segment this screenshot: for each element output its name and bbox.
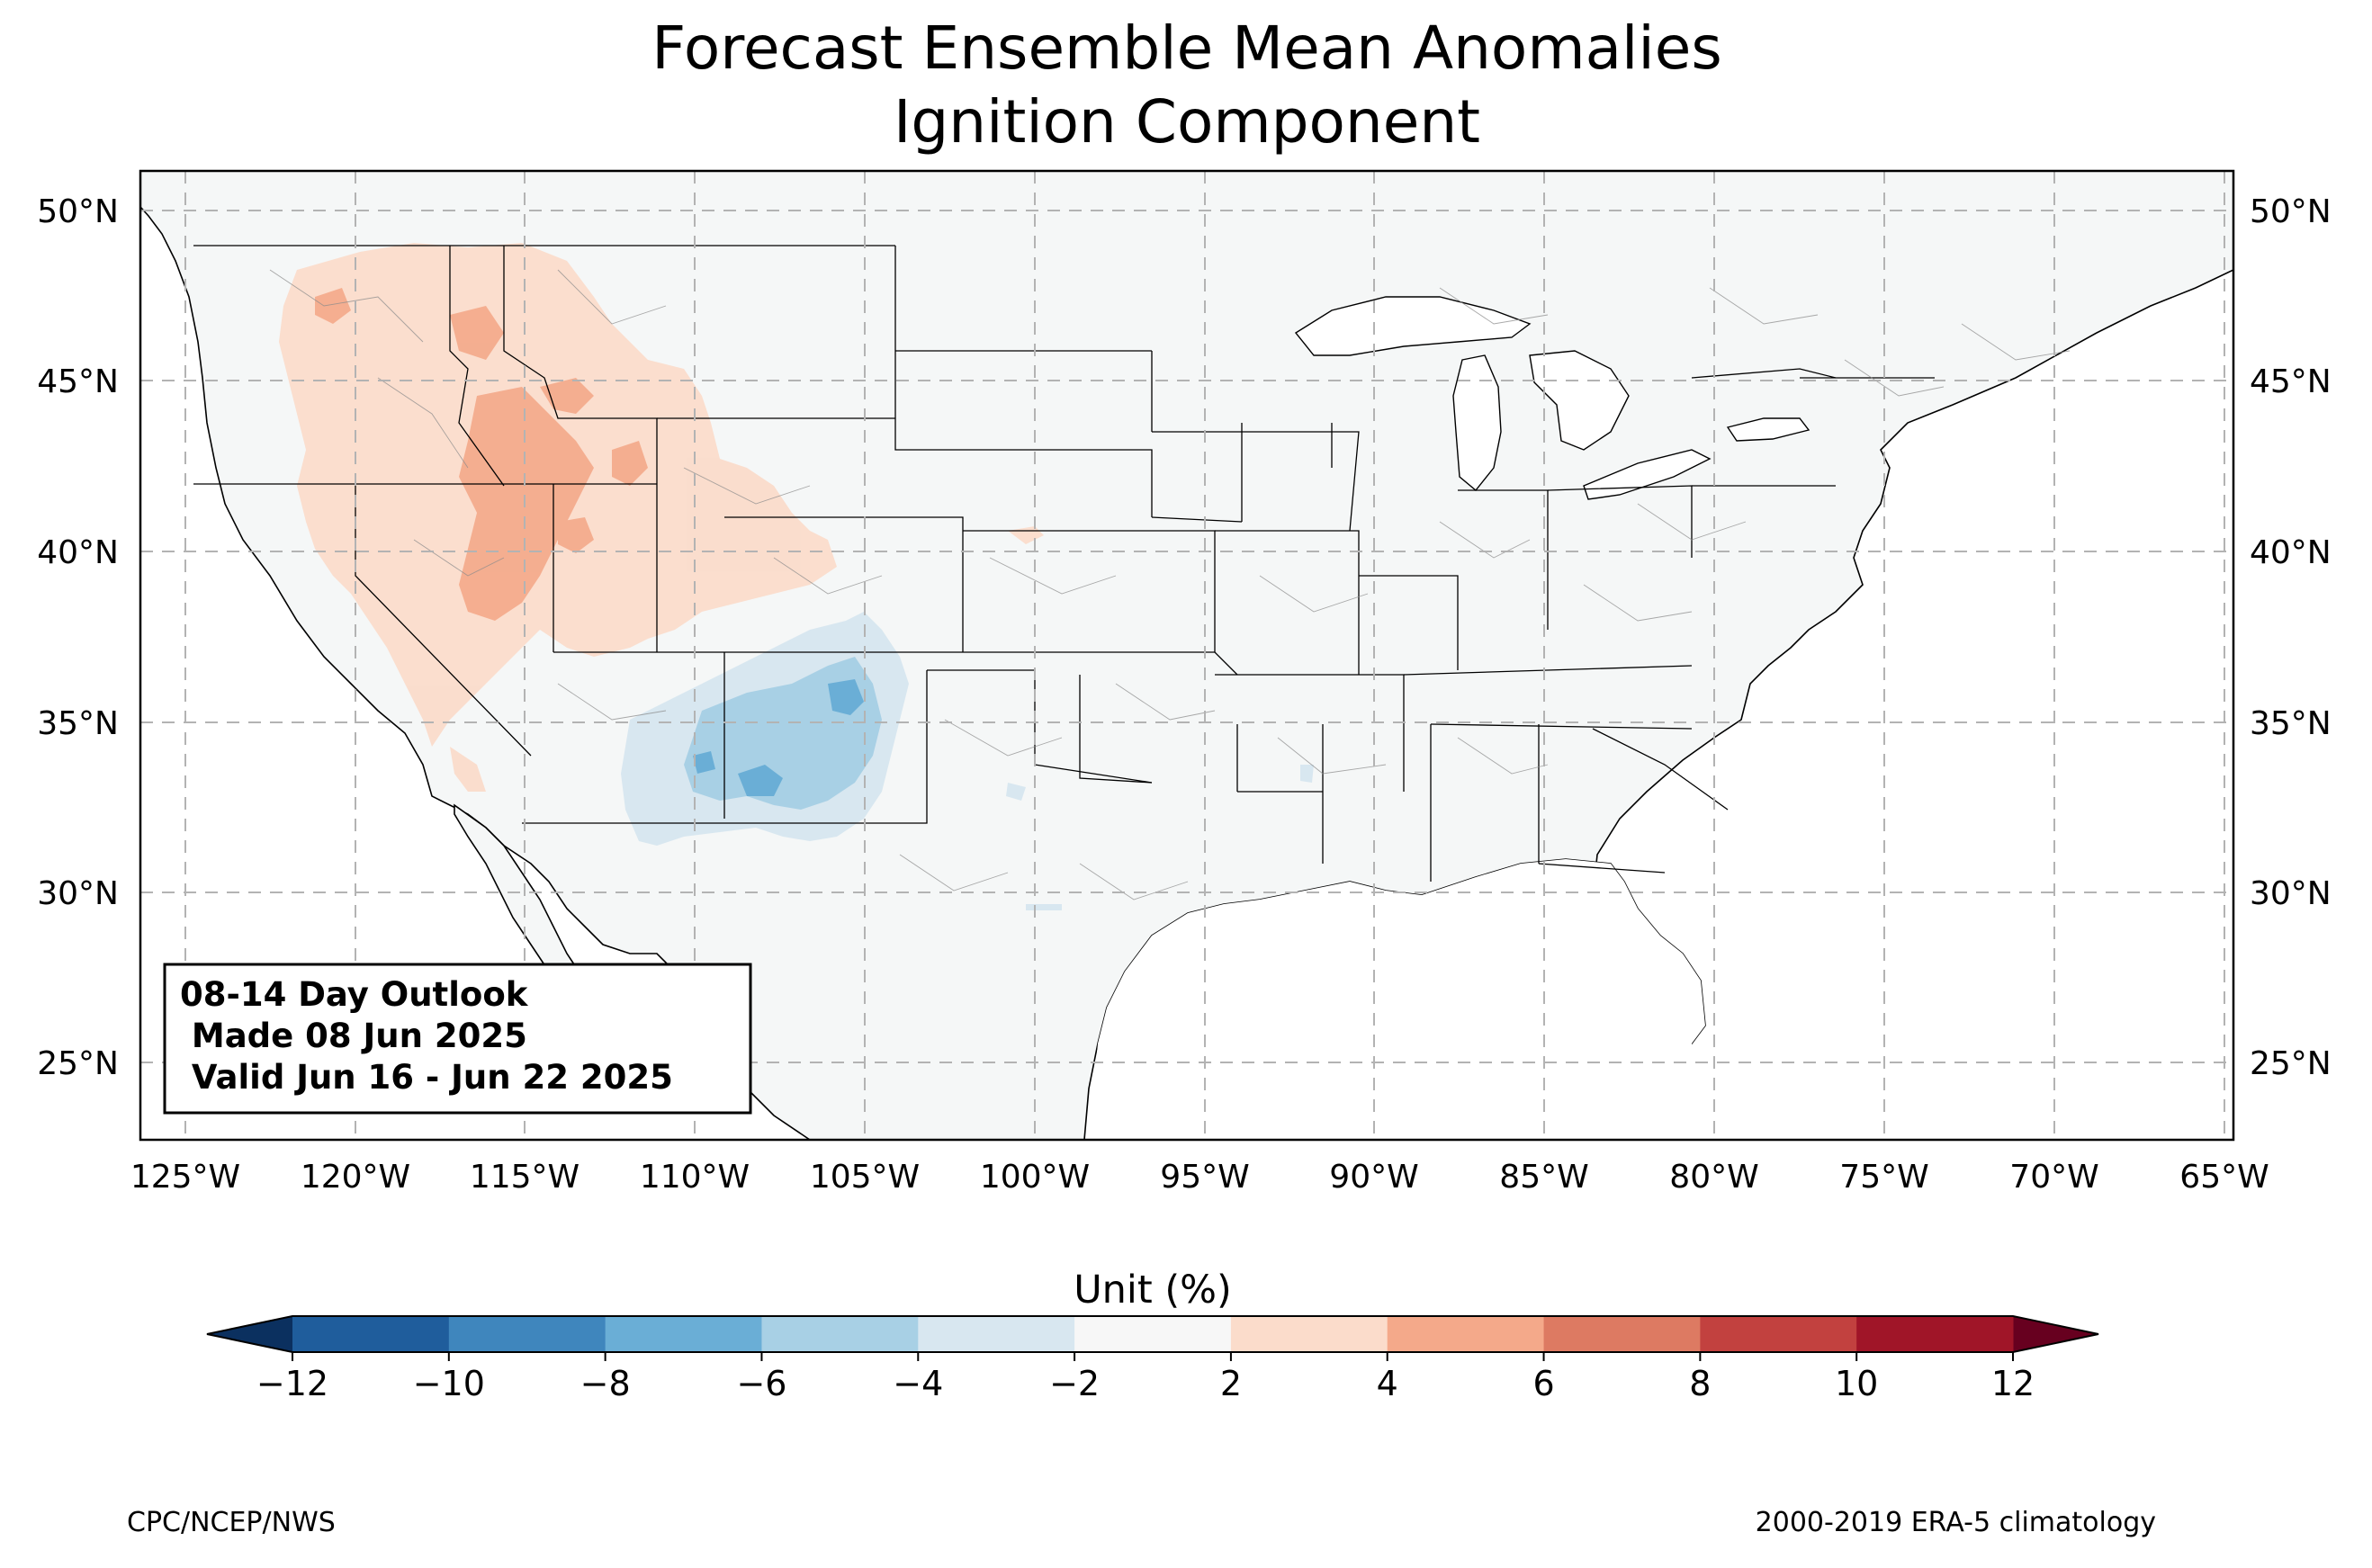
title-line-2: Ignition Component <box>894 87 1480 157</box>
colorbar-tick-label: −4 <box>893 1364 943 1403</box>
lon-label-115w: 115°W <box>470 1159 580 1196</box>
lat-label-30-left: 30°N <box>37 875 119 912</box>
colorbar-bin <box>448 1316 606 1352</box>
lat-label-45-right: 45°N <box>2250 363 2332 400</box>
lon-label-105w: 105°W <box>810 1159 920 1196</box>
lat-label-50-left: 50°N <box>37 193 119 230</box>
colorbar-tick-label: 6 <box>1532 1364 1554 1403</box>
lon-labels: 125°W 120°W 115°W 110°W 105°W 100°W 95°W… <box>130 1159 2269 1196</box>
colorbar-label: Unit (%) <box>1074 1268 1232 1313</box>
lat-label-30-right: 30°N <box>2250 875 2332 912</box>
lake-huron <box>1529 350 1630 451</box>
colorbar-tick-label: 2 <box>1220 1364 1242 1403</box>
gulf-of-mexico <box>1089 859 1710 1140</box>
state-borders <box>193 245 1935 882</box>
lon-label-70w: 70°W <box>2009 1159 2098 1196</box>
lake-michigan <box>1452 354 1502 491</box>
footer-source: CPC/NCEP/NWS <box>127 1507 336 1538</box>
colorbar-bin <box>1543 1316 1701 1352</box>
lat-label-35-left: 35°N <box>37 705 119 742</box>
colorbar-bin <box>761 1316 919 1352</box>
colorbar-tick-label: 4 <box>1377 1364 1398 1403</box>
outlook-info-box: 08-14 Day Outlook Made 08 Jun 2025 Valid… <box>163 963 752 1115</box>
internal-boundaries <box>269 269 2071 900</box>
colorbar-tick-label: −6 <box>736 1364 786 1403</box>
lake-ontario <box>1726 417 1810 442</box>
lat-label-50-right: 50°N <box>2250 193 2332 230</box>
colorbar-tick-label: −12 <box>256 1364 328 1403</box>
lat-labels-left: 50°N 45°N 40°N 35°N 30°N 25°N <box>37 193 119 1082</box>
lat-label-45-left: 45°N <box>37 363 119 400</box>
colorbar-bin <box>1230 1316 1388 1352</box>
lat-label-25-left: 25°N <box>37 1045 119 1082</box>
lat-label-40-left: 40°N <box>37 534 119 571</box>
positive-anomaly-4-6 <box>315 288 648 621</box>
lon-label-120w: 120°W <box>301 1159 410 1196</box>
colorbar: −12 −10 −8 −6 −4 −2 2 4 6 8 10 12 <box>206 1315 2099 1403</box>
colorbar-over-arrow <box>2013 1316 2098 1352</box>
colorbar-tick-label: 12 <box>1991 1364 2035 1403</box>
lon-label-65w: 65°W <box>2179 1159 2269 1196</box>
colorbar-bin <box>1700 1316 1857 1352</box>
atlantic-ocean <box>1746 270 2233 1140</box>
lon-label-100w: 100°W <box>980 1159 1090 1196</box>
lon-label-75w: 75°W <box>1839 1159 1928 1196</box>
map-frame <box>139 169 2235 1142</box>
lake-superior <box>1294 296 1532 356</box>
lat-label-40-right: 40°N <box>2250 534 2332 571</box>
colorbar-bin <box>1074 1316 1232 1352</box>
lat-label-25-right: 25°N <box>2250 1045 2332 1082</box>
lon-label-85w: 85°W <box>1499 1159 1588 1196</box>
gridlines <box>140 171 2233 1140</box>
info-box-frame <box>163 963 752 1115</box>
colorbar-bin <box>1387 1316 1545 1352</box>
colorbar-bin <box>918 1316 1075 1352</box>
title-line-1: Forecast Ensemble Mean Anomalies <box>651 13 1721 83</box>
colorbar-tick-label: −8 <box>580 1364 631 1403</box>
map-area <box>140 171 2233 1140</box>
colorbar-tick-label: 10 <box>1835 1364 1878 1403</box>
info-box-line-2: Made 08 Jun 2025 <box>180 1017 527 1055</box>
lon-label-80w: 80°W <box>1669 1159 1758 1196</box>
colorbar-bin <box>292 1316 450 1352</box>
lon-label-125w: 125°W <box>130 1159 240 1196</box>
footer-climatology: 2000-2019 ERA-5 climatology <box>1756 1507 2156 1538</box>
colorbar-tick-label: −10 <box>413 1364 485 1403</box>
lat-labels-right: 50°N 45°N 40°N 35°N 30°N 25°N <box>2250 193 2332 1082</box>
colorbar-under-arrow <box>207 1316 292 1352</box>
colorbar-bin <box>1856 1316 2014 1352</box>
lon-label-90w: 90°W <box>1329 1159 1418 1196</box>
lake-erie <box>1583 449 1712 500</box>
lon-label-95w: 95°W <box>1160 1159 1249 1196</box>
colorbar-tick-label: 8 <box>1689 1364 1711 1403</box>
colorbar-tick-label: −2 <box>1049 1364 1100 1403</box>
info-box-line-1: 08-14 Day Outlook <box>180 975 529 1014</box>
lat-label-35-right: 35°N <box>2250 705 2332 742</box>
lon-label-110w: 110°W <box>640 1159 750 1196</box>
negative-anomaly-6-8 <box>693 679 864 796</box>
colorbar-bin <box>605 1316 762 1352</box>
info-box-line-3: Valid Jun 16 - Jun 22 2025 <box>180 1058 673 1097</box>
